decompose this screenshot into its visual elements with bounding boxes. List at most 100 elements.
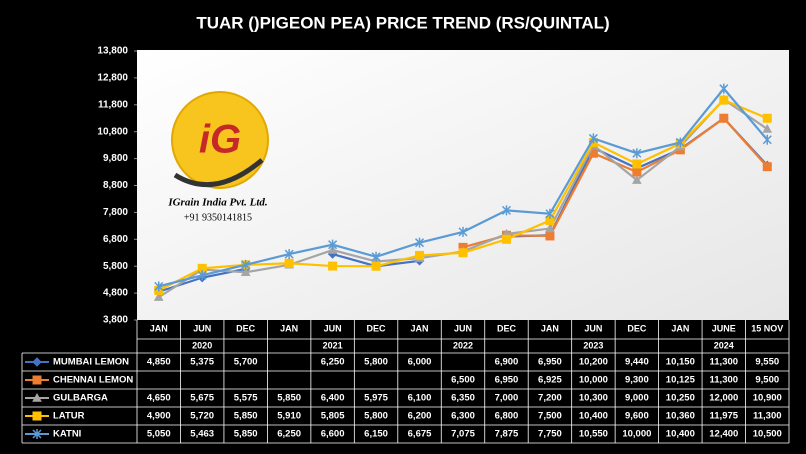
marker: [632, 175, 642, 184]
chart-title: TUAR ()PIGEON PEA) PRICE TREND (RS/QUINT…: [196, 13, 609, 32]
table-cell: 5,850: [277, 393, 301, 404]
table-cell: 5,050: [147, 429, 171, 440]
table-cell: 9,500: [755, 375, 779, 386]
marker: [501, 234, 511, 244]
x-tick-label: JAN: [280, 323, 298, 333]
marker: [284, 249, 294, 260]
marker: [328, 261, 338, 271]
y-tick-label: 4,800: [103, 288, 128, 299]
marker: [762, 123, 773, 133]
table-cell: 6,950: [538, 357, 562, 368]
table-cell: 10,500: [753, 429, 782, 440]
marker: [632, 148, 642, 159]
y-tick-label: 13,800: [97, 46, 128, 57]
marker: [458, 248, 468, 258]
marker: [240, 267, 251, 276]
table-cell: 7,075: [451, 429, 475, 440]
year-label: 2021: [323, 340, 343, 350]
table-cell: 10,125: [666, 375, 696, 386]
marker: [328, 239, 338, 250]
logo-text: iG: [199, 118, 241, 162]
table-cell: 10,400: [579, 411, 608, 422]
marker: [153, 292, 164, 301]
legend-marker: [32, 429, 42, 439]
marker: [632, 159, 642, 169]
table-cell: 5,675: [190, 393, 214, 404]
table-cell: 5,575: [234, 393, 258, 404]
y-tick-label: 3,800: [103, 315, 128, 326]
table-cell: 10,150: [666, 357, 695, 368]
table-cell: 6,400: [321, 393, 345, 404]
y-tick-label: 12,800: [97, 73, 128, 84]
y-tick-label: 10,800: [97, 126, 128, 137]
marker: [241, 259, 251, 270]
table-cell: 11,975: [710, 411, 739, 422]
table-cell: 6,000: [408, 357, 432, 368]
table-cell: 6,500: [451, 375, 475, 386]
marker: [632, 167, 642, 177]
y-tick-label: 9,800: [103, 153, 128, 164]
table-cell: 10,300: [579, 393, 608, 404]
marker: [762, 134, 772, 145]
marker: [415, 250, 425, 260]
table-cell: 10,360: [666, 411, 695, 422]
table-cell: 7,200: [538, 393, 562, 404]
legend-label: KATNI: [53, 429, 81, 440]
y-tick-label: 6,800: [103, 234, 128, 245]
marker: [371, 261, 381, 271]
marker: [154, 281, 164, 292]
legend-label: CHENNAI LEMON: [53, 375, 133, 386]
x-tick-label: JAN: [671, 323, 689, 333]
table-cell: 7,750: [538, 429, 562, 440]
x-tick-label: JAN: [541, 323, 559, 333]
table-cell: 9,550: [755, 357, 779, 368]
table-cell: 5,700: [234, 357, 258, 368]
table-cell: 12,000: [709, 393, 738, 404]
table-cell: 9,300: [625, 375, 649, 386]
table-cell: 5,800: [364, 357, 388, 368]
table-cell: 6,950: [495, 375, 519, 386]
marker: [719, 95, 729, 105]
table-cell: 11,300: [710, 375, 739, 386]
table-cell: 11,300: [753, 411, 782, 422]
marker: [762, 113, 772, 123]
legend-marker: [32, 375, 42, 385]
y-tick-label: 7,800: [103, 207, 128, 218]
table-cell: 12,400: [709, 429, 738, 440]
table-cell: 10,900: [753, 393, 782, 404]
year-label: 2020: [192, 340, 212, 350]
x-tick-label: DEC: [497, 323, 517, 333]
year-label: 2022: [453, 340, 473, 350]
table-cell: 9,440: [625, 357, 649, 368]
table-cell: 10,400: [666, 429, 695, 440]
marker: [719, 83, 729, 94]
x-tick-label: JUN: [193, 323, 211, 333]
table-cell: 6,600: [321, 429, 345, 440]
legend-marker: [32, 411, 42, 421]
table-cell: 6,900: [495, 357, 519, 368]
marker: [588, 133, 598, 144]
marker: [371, 251, 381, 262]
series: [154, 83, 772, 292]
table-cell: 7,000: [495, 393, 519, 404]
table-cell: 6,200: [408, 411, 432, 422]
table-cell: 6,675: [408, 429, 432, 440]
table-cell: 4,900: [147, 411, 171, 422]
marker: [458, 226, 468, 237]
x-tick-label: JUN: [324, 323, 342, 333]
table-cell: 10,250: [666, 393, 695, 404]
marker: [501, 205, 511, 216]
table-cell: 6,925: [538, 375, 562, 386]
y-tick-label: 11,800: [98, 99, 128, 110]
marker: [719, 113, 729, 123]
table-cell: 5,850: [234, 411, 258, 422]
table-cell: 4,850: [147, 357, 171, 368]
table-cell: 5,910: [277, 411, 301, 422]
table-cell: 4,650: [147, 393, 171, 404]
marker: [284, 258, 294, 268]
marker: [545, 208, 555, 219]
legend-label: MUMBAI LEMON: [53, 357, 129, 368]
table-cell: 5,463: [190, 429, 214, 440]
table-cell: 7,500: [538, 411, 562, 422]
table-cell: 7,875: [495, 429, 519, 440]
